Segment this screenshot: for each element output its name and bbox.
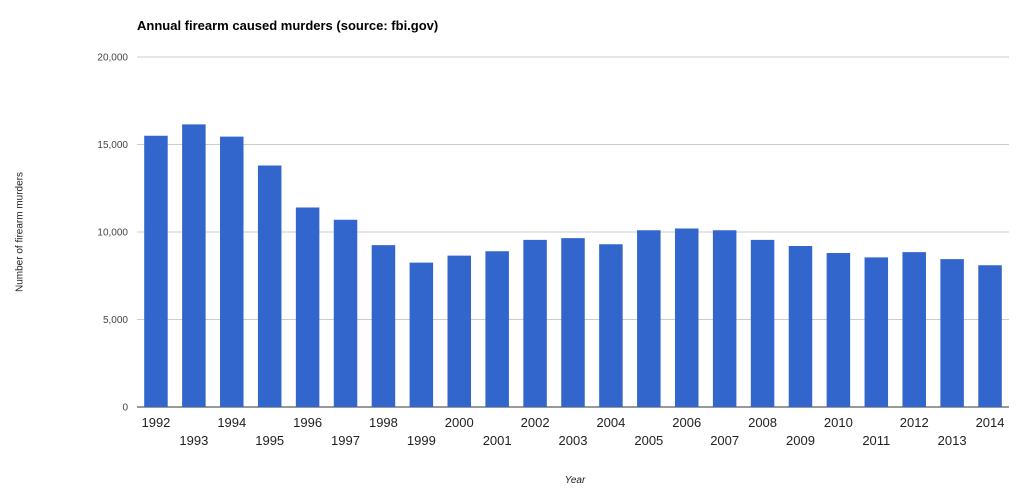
x-tick-label: 1994 [217, 415, 246, 430]
y-tick-label: 0 [122, 403, 128, 414]
x-tick-label: 2011 [862, 433, 890, 448]
x-tick-label: 1997 [331, 433, 360, 448]
x-tick-label: 2006 [672, 415, 701, 430]
x-tick-label: 1993 [179, 433, 208, 448]
bar-2004[interactable] [599, 244, 623, 407]
bar-1996[interactable] [295, 207, 320, 408]
x-tick-label: 2004 [596, 415, 625, 430]
y-tick-label: 5,000 [103, 315, 128, 326]
y-tick-label: 15,000 [97, 140, 128, 151]
bar-2012[interactable] [902, 252, 926, 407]
bar-1995[interactable] [257, 165, 282, 408]
bars [144, 124, 1002, 407]
bar-1994[interactable] [220, 136, 244, 407]
x-tick-label: 2014 [976, 415, 1005, 430]
bar-1993[interactable] [182, 124, 206, 407]
x-tick-label: 1992 [141, 415, 170, 430]
x-tick-label: 2002 [521, 415, 550, 430]
x-tick-label: 2001 [483, 433, 512, 448]
x-tick-label: 2013 [938, 433, 967, 448]
bar-1998[interactable] [371, 245, 396, 407]
x-tick-label: 1996 [293, 415, 322, 430]
bar-1999[interactable] [409, 262, 434, 407]
x-tick-label: 2003 [559, 433, 588, 448]
bar-2009[interactable] [788, 246, 813, 407]
x-tick-label: 2000 [445, 415, 474, 430]
x-tick-label: 2012 [900, 415, 929, 430]
y-axis-ticks: 0 5,000 10,000 15,000 20,000 [97, 53, 128, 414]
x-tick-label: 2010 [824, 415, 853, 430]
bar-2006[interactable] [674, 228, 699, 408]
bar-2013[interactable] [940, 259, 964, 407]
bar-1997[interactable] [333, 219, 358, 407]
bar-2014[interactable] [978, 265, 1002, 407]
chart-title: Annual firearm caused murders (source: f… [137, 18, 439, 33]
bar-2011[interactable] [864, 257, 889, 407]
x-axis-ticks: 1992 1993 1994 1995 1996 1997 1998 1999 2000 2001… [141, 415, 1004, 448]
x-tick-label: 2008 [748, 415, 777, 430]
bar-2000[interactable] [447, 255, 472, 407]
y-tick-label: 20,000 [97, 53, 128, 64]
bar-2007[interactable] [712, 230, 737, 407]
bar-2002[interactable] [523, 239, 547, 407]
bar-2010[interactable] [826, 253, 851, 407]
x-axis-label: Year [564, 475, 586, 486]
x-tick-label: 1999 [407, 433, 436, 448]
x-tick-label: 2005 [634, 433, 663, 448]
x-tick-label: 1995 [255, 433, 284, 448]
bar-2005[interactable] [637, 230, 661, 407]
bar-2001[interactable] [485, 251, 509, 407]
x-tick-label: 2009 [786, 433, 815, 448]
bar-1992[interactable] [144, 135, 168, 407]
x-tick-label: 1998 [369, 415, 398, 430]
bar-2008[interactable] [750, 239, 775, 407]
x-tick-label: 2007 [710, 433, 739, 448]
y-tick-label: 10,000 [97, 228, 128, 239]
bar-2003[interactable] [561, 238, 585, 407]
